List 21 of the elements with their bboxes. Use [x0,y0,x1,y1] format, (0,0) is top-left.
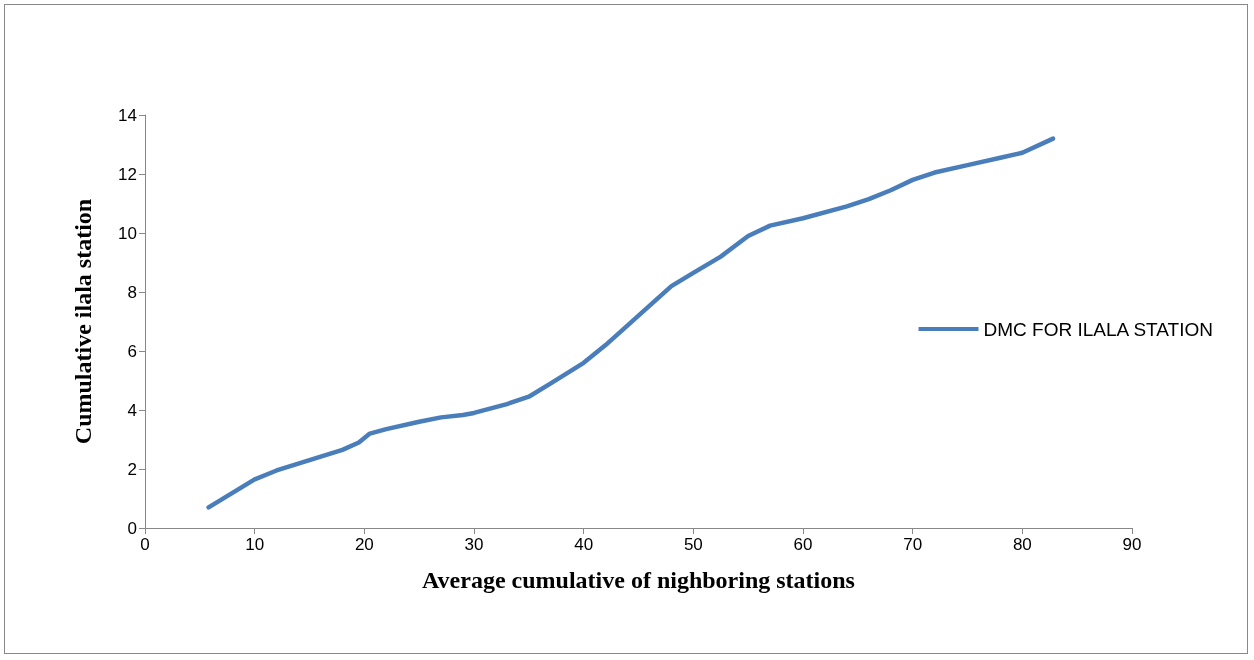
x-tick-label: 80 [1012,535,1032,554]
y-axis-title: Cumulative ilala station [70,198,96,445]
y-tick-label: 10 [118,223,137,243]
x-tick-label: 30 [464,535,484,554]
x-tick-label: 70 [903,535,923,554]
x-tick-label: 90 [1122,535,1142,554]
y-tick-label: 2 [127,459,137,479]
y-tick-label: 12 [118,164,137,184]
y-tick-label: 0 [127,518,137,538]
x-axis-title: Average cumulative of nighboring stations [422,567,855,593]
x-tick-label: 20 [354,535,374,554]
x-tick-label: 50 [683,535,703,554]
y-tick-label: 14 [118,105,137,125]
y-tick-label: 6 [127,341,137,361]
legend-label: DMC FOR ILALA STATION [983,318,1213,340]
x-tick-label: 40 [574,535,594,554]
x-tick-label: 0 [140,535,150,554]
x-tick-label: 10 [245,535,265,554]
y-tick-label: 8 [127,282,137,302]
y-tick-label: 4 [127,400,137,420]
x-tick-label: 60 [793,535,813,554]
